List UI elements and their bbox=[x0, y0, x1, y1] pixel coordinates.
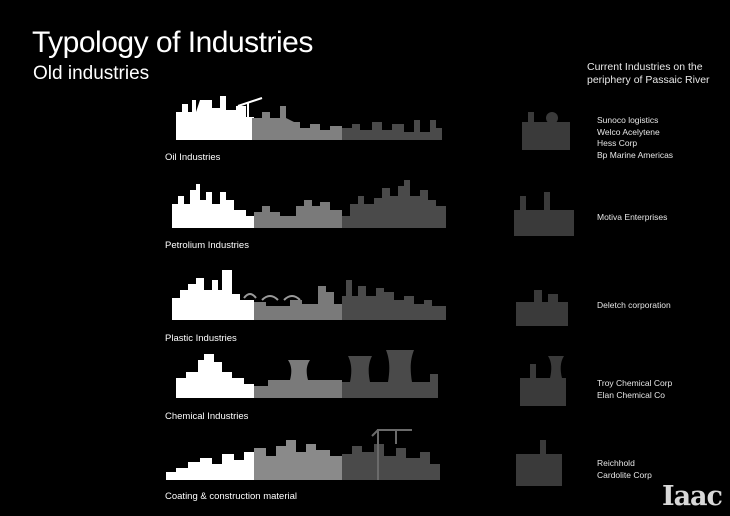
current-chemical-icon bbox=[520, 356, 566, 406]
oil-skyline-dark bbox=[342, 120, 442, 140]
iaac-logo: Iaac bbox=[661, 481, 723, 512]
chemical-skyline-light bbox=[176, 354, 254, 398]
plastic-skyline bbox=[172, 270, 446, 320]
company-name: Bp Marine Americas bbox=[597, 149, 674, 160]
row-label-oil: Oil Industries bbox=[165, 152, 221, 163]
petroleum-skyline-mid bbox=[254, 200, 342, 228]
companies-chemical: Troy Chemical Corp Elan Chemical Co bbox=[597, 378, 672, 401]
current-heading-line2: periphery of Passaic River bbox=[587, 74, 710, 86]
plastic-pipes bbox=[243, 293, 301, 301]
company-name: Sunoco logistics bbox=[597, 115, 659, 125]
page-title: Typology of Industries bbox=[32, 26, 313, 59]
petroleum-skyline-light bbox=[172, 184, 254, 228]
company-name: Deletch corporation bbox=[597, 300, 671, 310]
row-label-plastic: Plastic Industries bbox=[165, 333, 237, 344]
row-label-coating: Coating & construction material bbox=[165, 491, 298, 502]
petroleum-skyline bbox=[172, 180, 446, 228]
petroleum-skyline-dark bbox=[342, 180, 446, 228]
oil-skyline-light bbox=[176, 96, 252, 140]
coating-skyline-mid bbox=[254, 440, 342, 480]
plastic-skyline-mid bbox=[254, 286, 342, 320]
chemical-skyline-mid bbox=[254, 360, 342, 398]
plastic-skyline-light bbox=[172, 270, 254, 320]
companies-coating: Reichhold Cardolite Corp bbox=[597, 458, 652, 481]
company-name: Welco Acelytene bbox=[597, 126, 660, 137]
chemical-skyline bbox=[176, 350, 438, 398]
current-petroleum-icon bbox=[514, 192, 574, 236]
companies-plastic: Deletch corporation bbox=[597, 300, 671, 312]
current-plastic-icon bbox=[516, 290, 568, 326]
coating-skyline-light bbox=[166, 452, 254, 480]
company-name: Elan Chemical Co bbox=[597, 389, 666, 400]
company-name: Hess Corp bbox=[597, 138, 638, 148]
coating-skyline bbox=[166, 429, 440, 480]
company-name: Motiva Enterprises bbox=[597, 212, 668, 222]
coating-skyline-dark bbox=[342, 444, 440, 480]
oil-skyline bbox=[176, 96, 442, 140]
current-heading-line1: Current Industries on the bbox=[587, 61, 703, 73]
company-name: Troy Chemical Corp bbox=[597, 378, 673, 388]
page-subtitle: Old industries bbox=[33, 63, 150, 84]
current-industries-heading: Current Industries on the periphery of P… bbox=[587, 61, 722, 87]
chemical-skyline-dark bbox=[342, 350, 438, 398]
plastic-skyline-dark bbox=[342, 280, 446, 320]
row-label-petroleum: Petrolium Industries bbox=[165, 240, 249, 251]
companies-oil: Sunoco logistics Welco Acelytene Hess Co… bbox=[597, 115, 673, 161]
current-coating-icon bbox=[516, 440, 562, 486]
crane-icon bbox=[371, 429, 412, 480]
company-name: Reichhold bbox=[597, 458, 635, 468]
current-oil-icon bbox=[522, 112, 570, 150]
company-name: Cardolite Corp bbox=[597, 469, 652, 480]
companies-petroleum: Motiva Enterprises bbox=[597, 212, 667, 224]
row-label-chemical: Chemical Industries bbox=[165, 411, 249, 422]
oil-skyline-mid bbox=[252, 106, 342, 140]
